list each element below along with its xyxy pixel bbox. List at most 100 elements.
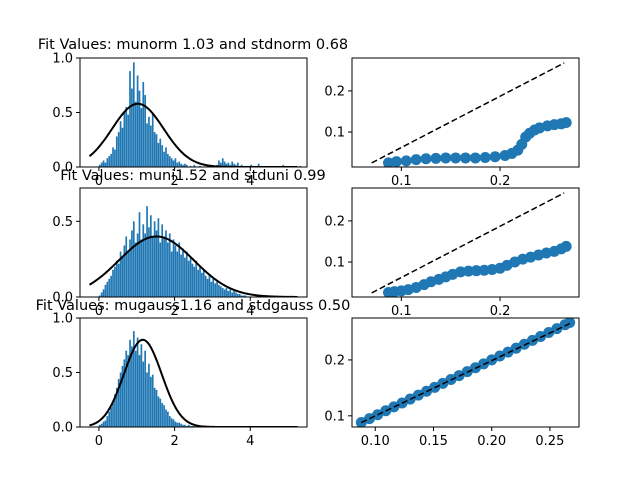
histogram-bar — [108, 156, 111, 167]
y-tick-label: 0.1 — [324, 256, 345, 271]
histogram-bar — [184, 163, 186, 167]
histogram-bar — [157, 396, 160, 427]
histogram-bar — [189, 165, 192, 167]
histogram-bar — [189, 425, 192, 427]
histogram-bar — [235, 164, 237, 167]
histogram-bar — [151, 374, 154, 427]
histogram-bar — [185, 425, 188, 427]
qq-point — [560, 240, 572, 252]
y-tick-label: 0.2 — [324, 214, 345, 229]
histogram-bar — [149, 376, 152, 427]
histogram-bar — [110, 407, 112, 427]
qq-point — [551, 323, 563, 335]
histogram-bar — [132, 221, 135, 297]
reference-line — [371, 62, 565, 164]
fit-curve — [89, 338, 298, 427]
histogram-bar — [155, 134, 158, 167]
histogram-bar — [106, 158, 109, 167]
histogram-bar — [146, 206, 148, 297]
histogram-bar — [229, 289, 232, 297]
histogram-bar — [218, 284, 220, 297]
x-tick-label: 4 — [246, 304, 254, 319]
histogram-bar — [123, 245, 126, 297]
qq-point — [535, 330, 547, 342]
histogram-bar — [212, 278, 215, 297]
histogram-bar — [218, 160, 220, 167]
chart-title: Fit Values: muni1.52 and stduni 0.99 — [60, 168, 326, 184]
x-tick-label: 0.25 — [535, 434, 564, 449]
histogram-bar — [125, 236, 128, 297]
panel-hist-norm: Fit Values: munorm 1.03 and stdnorm 0.68… — [38, 37, 348, 189]
histogram-bar — [225, 287, 228, 297]
histogram-bar — [142, 81, 145, 167]
histogram-bar — [199, 266, 201, 297]
histogram-bar — [123, 112, 126, 167]
histogram-bar — [161, 403, 164, 427]
histogram-bar — [159, 242, 162, 297]
histogram-bar — [121, 257, 124, 297]
histogram-bar — [240, 295, 243, 297]
histogram-bar — [153, 132, 156, 167]
x-tick-label: 0 — [95, 434, 103, 449]
qq-point — [479, 152, 491, 164]
histogram-bar — [119, 372, 122, 427]
histogram-bar — [102, 160, 105, 167]
histogram-bar — [240, 164, 243, 167]
axes-frame — [351, 57, 580, 168]
y-tick-label: 0.1 — [324, 126, 345, 141]
histogram-bar — [153, 387, 156, 427]
y-tick-label: 0.0 — [52, 421, 73, 436]
histogram-bar — [165, 230, 167, 297]
histogram-bar — [178, 422, 181, 427]
histogram-bar — [108, 278, 111, 297]
histogram-bar — [176, 162, 179, 167]
histogram-bar — [184, 257, 186, 297]
histogram-bar — [110, 275, 112, 297]
histogram-bar — [104, 284, 107, 297]
x-tick-label: 0.10 — [361, 434, 390, 449]
plot-area — [88, 206, 298, 297]
plot-area — [355, 318, 576, 427]
y-tick-label: 0.5 — [52, 106, 73, 121]
histogram-bar — [108, 411, 111, 427]
reference-line — [371, 192, 565, 294]
x-tick-label: 0.15 — [419, 434, 448, 449]
histogram-bar — [98, 295, 101, 297]
histogram-bar — [134, 350, 137, 427]
histogram-bar — [163, 151, 165, 167]
histogram-bar — [193, 266, 196, 297]
histogram-bar — [184, 424, 186, 427]
qq-point — [450, 152, 462, 164]
histogram-bar — [148, 227, 150, 297]
histogram-bar — [106, 281, 109, 297]
histogram-bar — [233, 163, 235, 167]
histogram-bar — [161, 145, 164, 167]
histogram-bar — [136, 233, 139, 297]
histogram-bar — [102, 289, 105, 297]
histogram-bar — [174, 245, 177, 297]
histogram-bar — [140, 344, 143, 427]
histogram-bar — [119, 121, 122, 167]
histogram-bar — [170, 418, 173, 427]
histogram-bar — [221, 287, 224, 297]
histogram-bar — [144, 95, 147, 167]
y-tick-label: 0.0 — [52, 161, 73, 176]
plot-area — [371, 192, 572, 297]
histogram-bar — [112, 403, 114, 427]
y-tick-label: 1.0 — [52, 312, 73, 327]
histogram-bar — [244, 295, 247, 297]
qq-point — [489, 151, 501, 163]
histogram-bar — [144, 233, 147, 297]
histogram-bar — [106, 416, 109, 427]
histogram-bar — [235, 292, 237, 297]
histogram-bar — [142, 361, 145, 427]
histogram-bar — [163, 236, 165, 297]
histogram-bar — [110, 153, 112, 167]
histogram-bar — [191, 425, 194, 427]
panel-qq-norm: 0.1 0.2 0.1 0.2 — [324, 57, 580, 189]
qq-point — [510, 342, 522, 354]
histogram-bar — [180, 163, 182, 167]
histogram-bar — [178, 161, 181, 167]
histogram-bar — [182, 424, 184, 427]
histogram-bar — [140, 108, 143, 167]
